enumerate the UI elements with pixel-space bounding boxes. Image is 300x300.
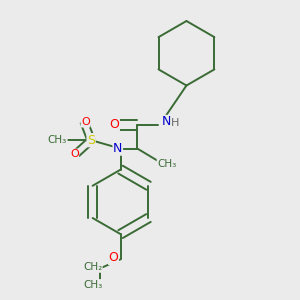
Text: CH₃: CH₃ [83, 280, 102, 290]
Text: H: H [171, 118, 179, 128]
Text: O: O [109, 251, 118, 265]
Text: O: O [81, 117, 90, 127]
Text: O: O [110, 118, 119, 131]
Text: N: N [161, 116, 171, 128]
Text: CH₂: CH₂ [83, 262, 102, 272]
Text: CH₃: CH₃ [48, 135, 67, 145]
Text: O: O [70, 149, 79, 159]
Text: N: N [113, 142, 122, 155]
Text: S: S [87, 134, 95, 147]
Text: CH₃: CH₃ [157, 159, 176, 169]
